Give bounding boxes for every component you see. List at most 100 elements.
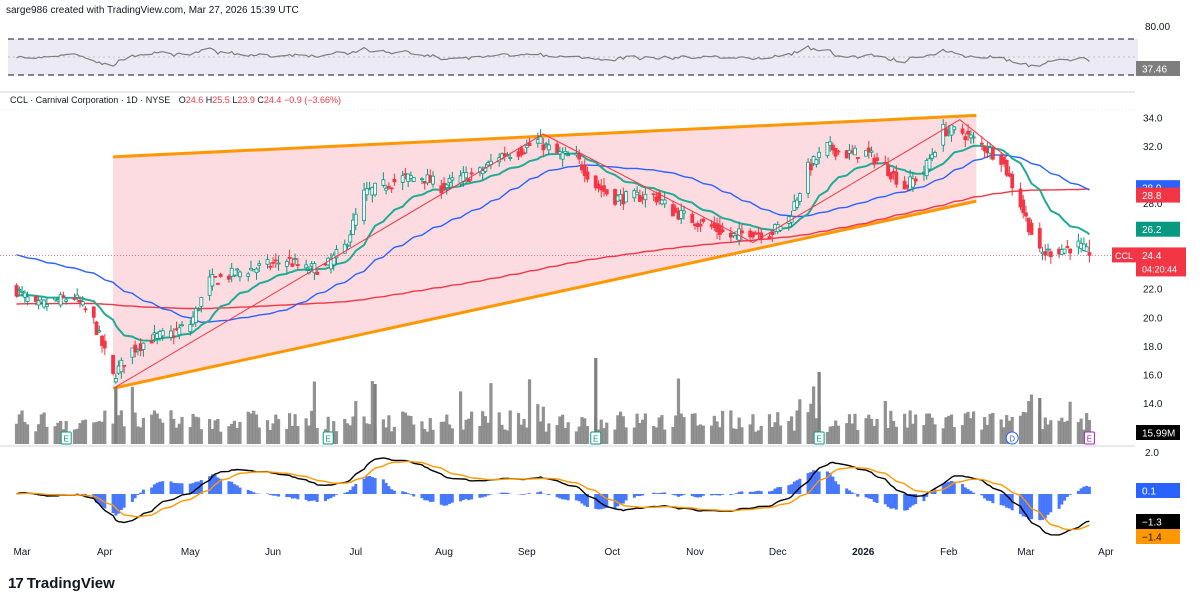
volume-bar [252, 410, 256, 444]
macd-histogram-bar [663, 492, 667, 494]
rsi-value-tag-text: 37.46 [1142, 65, 1167, 76]
macd-line [16, 457, 1090, 536]
candle-body [447, 178, 452, 184]
volume-bar [690, 413, 694, 444]
candle-body [582, 164, 587, 177]
volume-bar [409, 416, 413, 444]
candle-body [1087, 252, 1092, 256]
candle-body [855, 156, 860, 159]
macd-histogram-bar [470, 494, 474, 500]
volume-bar [988, 413, 992, 444]
macd-histogram-bar [756, 490, 760, 494]
macd-histogram-bar [696, 494, 700, 498]
volume-bar [729, 410, 733, 444]
volume-bar [776, 412, 780, 444]
macd-histogram-bar [326, 494, 330, 500]
close-value: 24.4 [263, 95, 282, 105]
volume-bar [795, 410, 799, 444]
candle-body [1010, 174, 1015, 189]
volume-bar [759, 425, 763, 444]
macd-histogram-bar [1007, 494, 1011, 509]
volume-bar [216, 418, 220, 444]
candle-body [381, 179, 386, 186]
candle-body [392, 178, 397, 183]
macd-histogram-bar [522, 494, 526, 495]
candle-body [657, 192, 662, 201]
macd-histogram-bar [188, 483, 192, 494]
time-tick-label: 2026 [852, 547, 875, 558]
volume-bar [177, 423, 181, 444]
macd-histogram-bar [734, 493, 738, 494]
macd-histogram-bar [555, 494, 559, 498]
macd-histogram-bar [930, 491, 934, 494]
price-tick-label: 22.0 [1143, 285, 1163, 296]
volume-bar [285, 428, 289, 444]
earnings-marker[interactable] [60, 431, 72, 445]
macd-histogram-bar [136, 494, 140, 495]
volume-bar [199, 429, 203, 444]
candle-body [828, 141, 833, 146]
macd-histogram-bar [122, 494, 126, 508]
earnings-marker[interactable] [813, 431, 825, 445]
macd-histogram-bar [114, 494, 118, 516]
change-value: −0.9 (−3.66%) [283, 95, 341, 105]
earnings-marker[interactable] [590, 431, 602, 445]
ma-value-tag-text: 28.8 [1142, 191, 1162, 202]
candle-body [196, 309, 201, 311]
volume-bar [100, 421, 104, 444]
candle-body [33, 296, 38, 302]
macd-histogram-bar [252, 492, 256, 494]
candle-body [287, 256, 292, 259]
price-tick-label: 20.0 [1143, 313, 1163, 324]
macd-histogram-bar [483, 494, 487, 497]
macd-histogram-bar [547, 494, 551, 496]
volume-bar [293, 414, 297, 444]
volume-bar [971, 411, 976, 444]
candle-body [315, 271, 320, 275]
volume-bar [632, 427, 636, 444]
time-tick-label: Sep [518, 547, 536, 558]
volume-bar [621, 416, 625, 444]
macd-histogram-bar [718, 494, 722, 496]
volume-bar [45, 426, 49, 444]
candle-body [643, 193, 648, 201]
macd-histogram-bar [536, 492, 540, 494]
macd-histogram-bar [323, 494, 327, 502]
macd-histogram-bar [825, 471, 829, 494]
macd-histogram-bar [503, 492, 507, 494]
dividend-marker[interactable] [1005, 431, 1019, 445]
candle-body [193, 308, 198, 324]
volume-bar [445, 414, 449, 444]
macd-hist-tag [1136, 483, 1180, 498]
earnings-marker[interactable] [322, 431, 334, 445]
volume-bar [922, 425, 926, 444]
candle-body [682, 210, 686, 214]
volume-bar [230, 423, 234, 444]
volume-bar [130, 386, 134, 444]
candle-body [94, 321, 99, 335]
volume-bar [1079, 418, 1083, 444]
candle-body [20, 290, 24, 293]
macd-value-tag-text: −1.3 [1142, 518, 1162, 529]
macd-histogram-bar [271, 494, 275, 496]
macd-histogram-bar [828, 472, 832, 494]
macd-histogram-bar [585, 494, 589, 508]
candle-body [662, 199, 667, 205]
volume-bar [834, 420, 838, 444]
volume-bar [1082, 429, 1086, 444]
earnings-marker[interactable] [1083, 431, 1095, 445]
symbol-tag-text: CCL [1115, 251, 1133, 261]
volume-bar [1027, 401, 1031, 444]
macd-histogram-bar [812, 470, 816, 494]
volume-bar [905, 427, 909, 444]
candle-body [312, 263, 317, 274]
rising-wedge [112, 113, 977, 390]
volume-bar [133, 412, 137, 444]
rsi-value-tag [1136, 61, 1180, 76]
time-tick-label: Dec [769, 547, 787, 558]
swing-lines [115, 119, 1008, 388]
volume-bar [949, 414, 954, 444]
macd-histogram-bar [152, 484, 156, 494]
volume-bar [850, 423, 854, 444]
volume-bar [1046, 424, 1050, 444]
